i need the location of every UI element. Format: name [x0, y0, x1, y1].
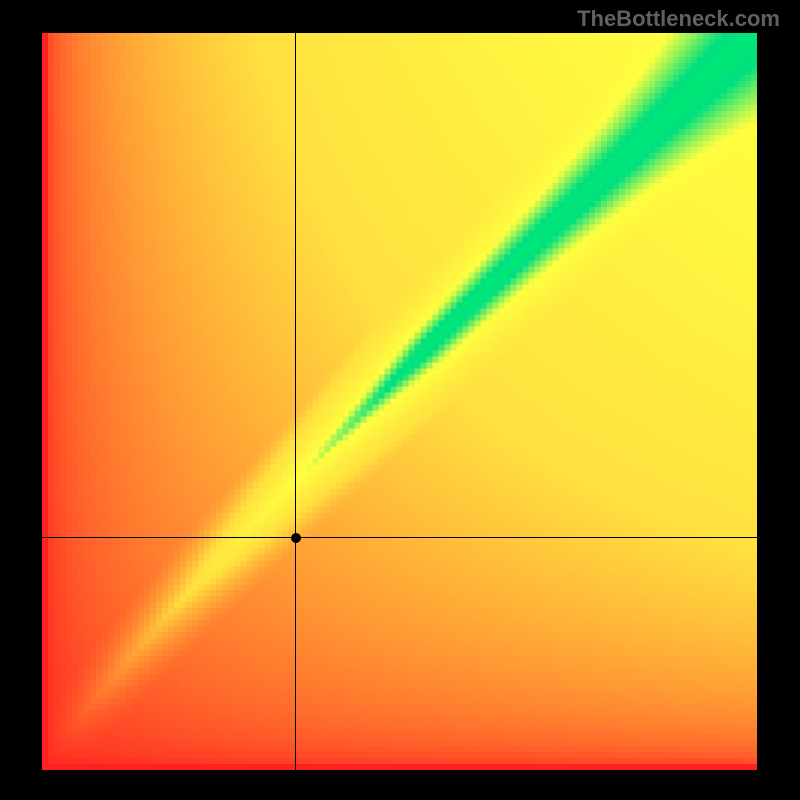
bottleneck-heatmap [42, 33, 757, 770]
crosshair-vertical [295, 33, 296, 770]
crosshair-marker [291, 533, 301, 543]
watermark-text: TheBottleneck.com [577, 6, 780, 32]
chart-container: TheBottleneck.com [0, 0, 800, 800]
crosshair-horizontal [42, 537, 757, 538]
